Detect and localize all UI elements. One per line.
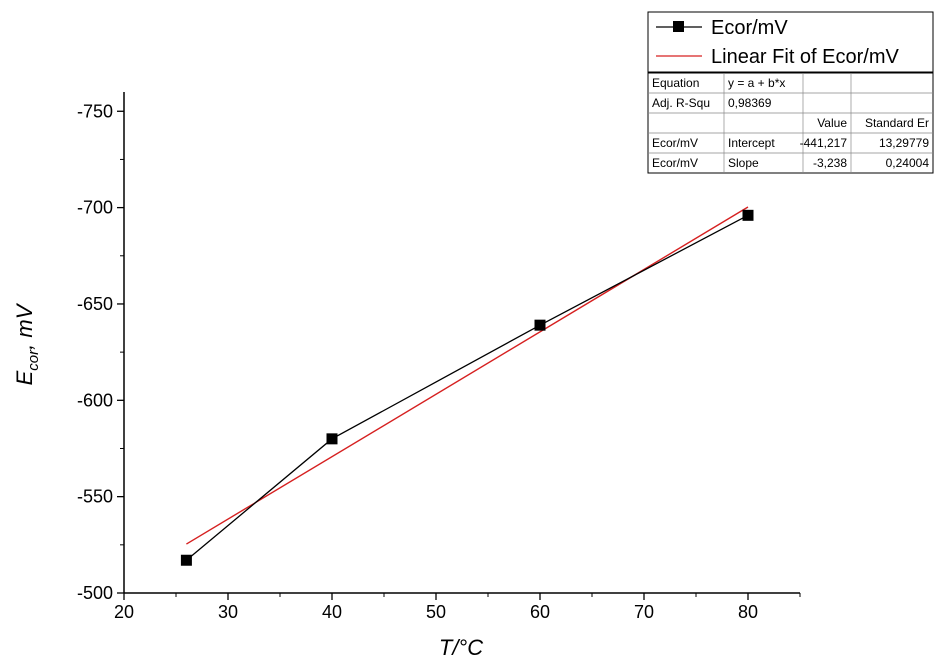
table-cell: Slope bbox=[728, 156, 759, 170]
x-tick-label: 80 bbox=[738, 602, 758, 622]
data-point bbox=[180, 554, 192, 566]
table-cell: Value bbox=[817, 116, 847, 130]
linear-fit-line bbox=[186, 206, 749, 545]
table-cell: Ecor/mV bbox=[652, 136, 698, 150]
table-cell: 0,98369 bbox=[728, 96, 772, 110]
x-tick-label: 30 bbox=[218, 602, 238, 622]
table-cell: Intercept bbox=[728, 136, 775, 150]
table-cell: Equation bbox=[652, 76, 699, 90]
table-cell: y = a + b*x bbox=[728, 76, 785, 90]
x-tick-label: 50 bbox=[426, 602, 446, 622]
x-tick-label: 40 bbox=[322, 602, 342, 622]
x-axis-title: T/°C bbox=[439, 635, 483, 660]
plot-area bbox=[180, 206, 754, 566]
y-axis-title-unit: , mV bbox=[12, 302, 37, 350]
y-tick-label: -700 bbox=[77, 198, 113, 218]
x-tick-label: 20 bbox=[114, 602, 134, 622]
y-tick-label: -750 bbox=[77, 101, 113, 121]
y-tick-label: -650 bbox=[77, 294, 113, 314]
legend-series-marker bbox=[673, 21, 684, 32]
table-cell: 13,29779 bbox=[879, 136, 929, 150]
legend-fit-label: Linear Fit of Ecor/mV bbox=[711, 46, 900, 68]
data-point bbox=[534, 319, 546, 331]
x-tick-label: 70 bbox=[634, 602, 654, 622]
table-cell: -3,238 bbox=[813, 156, 847, 170]
y-axis-title-main: E bbox=[12, 370, 37, 385]
data-point bbox=[326, 433, 338, 445]
table-cell: 0,24004 bbox=[886, 156, 930, 170]
table-border bbox=[647, 72, 934, 174]
data-point bbox=[742, 209, 754, 221]
y-axis-title: Ecor, mV bbox=[12, 302, 42, 385]
x-axis-ticks: 20 30 40 50 60 70 80 bbox=[114, 593, 801, 622]
svg-text:Ecor, mV: Ecor, mV bbox=[12, 302, 42, 385]
y-tick-label: -600 bbox=[77, 390, 113, 410]
table-cell: -441,217 bbox=[800, 136, 848, 150]
table-cell: Standard Er bbox=[865, 116, 929, 130]
legend: Ecor/mV Linear Fit of Ecor/mV bbox=[647, 11, 934, 73]
y-tick-label: -550 bbox=[77, 487, 113, 507]
series-line bbox=[185, 214, 749, 561]
y-axis-title-subscript: cor bbox=[25, 349, 42, 371]
legend-series-label: Ecor/mV bbox=[711, 17, 788, 39]
legend-box bbox=[647, 11, 934, 73]
y-axis-ticks: -500 -550 -600 -650 -700 -750 bbox=[77, 101, 124, 603]
x-tick-label: 60 bbox=[530, 602, 550, 622]
axes bbox=[123, 92, 800, 594]
table-cell: Ecor/mV bbox=[652, 156, 698, 170]
y-tick-label: -500 bbox=[77, 583, 113, 603]
fit-results-table: Equation y = a + b*x Adj. R-Squ 0,98369 Valu… bbox=[647, 72, 934, 174]
table-cell: Adj. R-Squ bbox=[652, 96, 710, 110]
